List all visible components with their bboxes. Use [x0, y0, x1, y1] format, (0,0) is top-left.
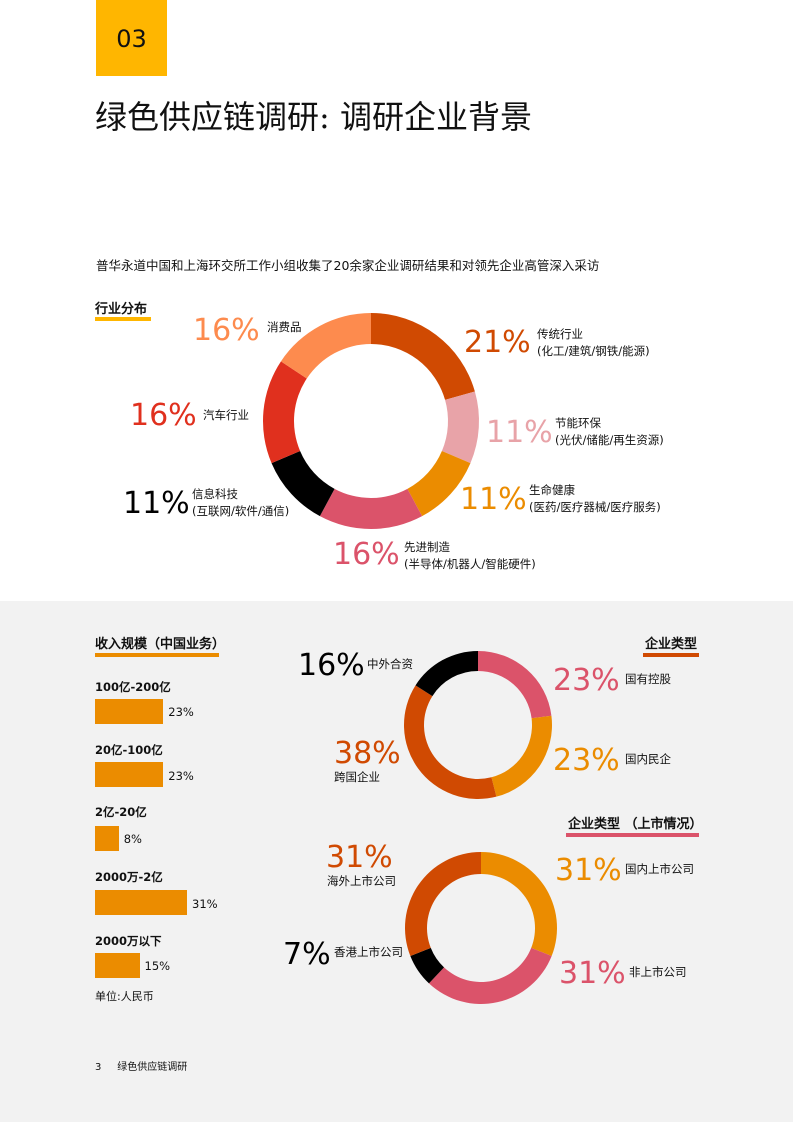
revenue-section-title: 收入规模（中国业务） — [95, 637, 226, 652]
section-number: 03 — [116, 25, 147, 53]
bar — [95, 826, 119, 851]
footer-doc-title: 绿色供应链调研 — [117, 1062, 188, 1073]
slice-pct-it: 11% — [123, 486, 190, 521]
listing-section-title: 企业类型 （上市情况） — [568, 817, 703, 832]
industry-donut-chart — [263, 313, 480, 529]
slice-label-traditional: 传统行业 (化工/建筑/钢铁/能源) — [537, 327, 650, 358]
slice-label-auto: 汽车行业 — [203, 408, 249, 422]
slice-pct-overseas-listed: 31% — [326, 840, 393, 875]
unit-note: 单位:人民币 — [95, 990, 154, 1003]
page-number: 3 — [95, 1062, 102, 1073]
bar — [95, 762, 164, 787]
slice-label-private: 国内民企 — [625, 752, 671, 766]
slice-label-multinational: 跨国企业 — [334, 770, 380, 784]
bar-category-label: 20亿-100亿 — [95, 743, 163, 757]
slice-label-consumer: 消费品 — [267, 320, 302, 334]
bar-category-label: 2亿-20亿 — [95, 805, 147, 819]
slice-pct-auto: 16% — [130, 398, 197, 433]
donut-slice-2 — [404, 685, 497, 799]
slice-pct-advanced-mfg: 16% — [333, 537, 400, 572]
bar-value-label: 15% — [144, 959, 171, 973]
slice-pct-consumer: 16% — [193, 313, 260, 348]
bar-value-label: 31% — [192, 897, 218, 911]
slice-pct-joint-venture: 16% — [298, 648, 365, 683]
slice-pct-life-health: 11% — [460, 482, 527, 517]
bar-category-label: 2000万-2亿 — [95, 870, 163, 884]
revenue-title-underline — [95, 653, 219, 657]
enterprise-type-title-underline — [643, 653, 699, 657]
slice-pct-multinational: 38% — [334, 736, 401, 771]
donut-slice-1 — [428, 947, 552, 1005]
industry-title-underline — [95, 317, 151, 321]
slice-pct-state-owned: 23% — [553, 663, 620, 698]
slice-pct-hk-listed: 7% — [283, 937, 331, 972]
slice-label-unlisted: 非上市公司 — [629, 965, 687, 979]
industry-section-title: 行业分布 — [95, 302, 148, 317]
donut-slice-5 — [263, 361, 307, 464]
bar-value-label: 23% — [168, 705, 194, 719]
donut-slice-0 — [371, 313, 475, 400]
slice-label-energy-saving: 节能环保 (光伏/储能/再生资源) — [555, 416, 664, 447]
section-badge: 03 — [96, 0, 167, 76]
bar — [95, 699, 164, 724]
slice-label-joint-venture: 中外合资 — [367, 657, 413, 671]
slice-label-life-health: 生命健康 (医药/医疗器械/医疗服务) — [529, 483, 661, 514]
donut-slice-6 — [280, 313, 371, 379]
enterprise-type-section-title: 企业类型 — [645, 637, 698, 652]
slice-label-domestic-listed: 国内上市公司 — [625, 862, 694, 876]
bar-value-label: 23% — [168, 769, 194, 783]
intro-text: 普华永道中国和上海环交所工作小组收集了20余家企业调研结果和对领先企业高管深入采… — [96, 258, 600, 273]
donut-slice-1 — [491, 715, 552, 797]
slice-label-advanced-mfg: 先进制造 (半导体/机器人/智能硬件) — [404, 540, 536, 571]
page-footer: 3 绿色供应链调研 — [95, 1058, 187, 1073]
slice-label-hk-listed: 香港上市公司 — [334, 945, 403, 959]
bar-category-label: 2000万以下 — [95, 934, 162, 948]
bar-value-label: 8% — [123, 832, 142, 846]
donut-slice-3 — [319, 488, 423, 529]
donut-slice-2 — [407, 451, 471, 517]
donut-slice-1 — [441, 391, 480, 464]
slice-pct-traditional: 21% — [464, 325, 531, 360]
slice-pct-unlisted: 31% — [559, 956, 626, 991]
slice-label-it: 信息科技 (互联网/软件/通信) — [192, 487, 290, 518]
donut-slice-4 — [271, 451, 335, 517]
slice-label-overseas-listed: 海外上市公司 — [327, 874, 396, 888]
donut-slice-0 — [481, 852, 558, 956]
donut-slice-3 — [404, 851, 481, 956]
listing-title-underline — [566, 833, 699, 837]
donut-slice-2 — [410, 947, 445, 984]
slice-pct-domestic-listed: 31% — [555, 853, 622, 888]
bottom-panel — [0, 601, 793, 1122]
slice-pct-private: 23% — [553, 743, 620, 778]
bar-category-label: 100亿-200亿 — [95, 680, 171, 694]
bar — [95, 890, 187, 915]
bar — [95, 953, 140, 978]
donut-slice-0 — [478, 651, 552, 719]
slice-pct-energy-saving: 11% — [486, 415, 553, 450]
donut-slice-3 — [415, 651, 478, 697]
page-title: 绿色供应链调研: 调研企业背景 — [95, 98, 532, 136]
slice-label-state-owned: 国有控股 — [625, 672, 671, 686]
